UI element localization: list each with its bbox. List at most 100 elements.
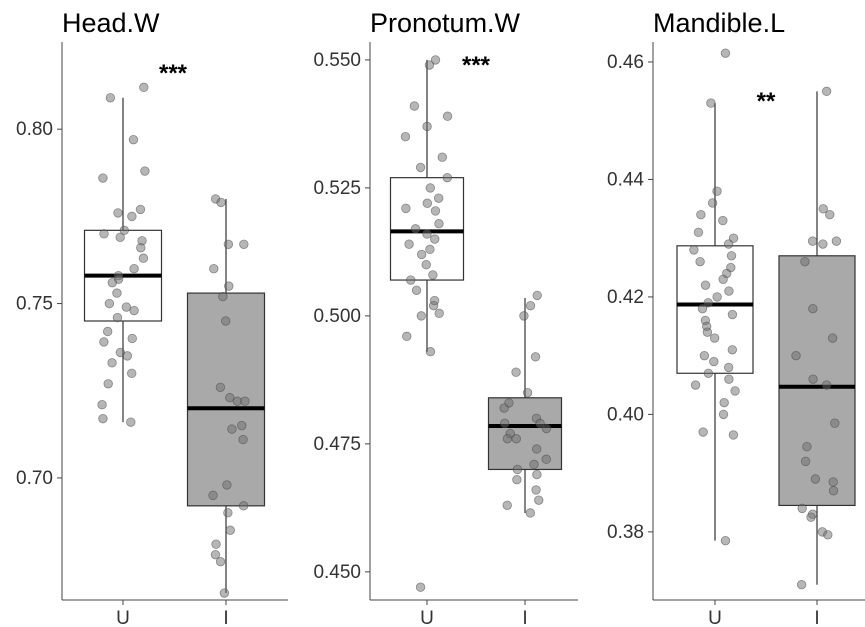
data-point — [831, 236, 842, 246]
data-point — [728, 430, 739, 440]
data-point — [103, 379, 113, 389]
data-point — [127, 333, 137, 344]
data-point — [113, 208, 123, 218]
data-point — [823, 530, 833, 540]
data-point — [709, 333, 720, 343]
data-point — [225, 393, 235, 403]
data-point — [410, 224, 421, 234]
data-point — [531, 444, 542, 454]
data-point — [128, 134, 139, 145]
data-point — [712, 186, 722, 196]
data-point — [541, 423, 552, 434]
data-point — [422, 121, 432, 132]
data-point — [825, 209, 835, 220]
y-tick-label: 0.40 — [607, 404, 644, 425]
x-tick-label: U — [420, 608, 434, 627]
y-tick-label: 0.46 — [607, 52, 644, 73]
data-point — [696, 209, 706, 220]
data-point — [529, 459, 539, 470]
data-point — [531, 485, 541, 495]
data-point — [402, 331, 412, 342]
data-point — [830, 418, 840, 428]
box-i — [487, 297, 563, 513]
data-point — [240, 396, 250, 406]
data-point — [724, 374, 734, 384]
data-point — [535, 418, 545, 429]
data-point — [723, 362, 734, 373]
data-point — [828, 486, 839, 496]
significance-label: ** — [757, 88, 776, 115]
data-point — [727, 309, 738, 320]
data-point — [707, 198, 718, 208]
data-point — [723, 239, 734, 249]
data-point — [818, 204, 828, 214]
significance-label: *** — [159, 60, 188, 87]
x-tick-label: I — [223, 608, 228, 627]
data-point — [818, 239, 828, 249]
box-i — [778, 91, 856, 585]
x-tick-label: U — [708, 608, 722, 627]
data-point — [112, 312, 123, 323]
data-point — [122, 351, 133, 361]
data-point — [434, 219, 444, 229]
data-point — [525, 300, 536, 311]
data-point — [129, 305, 139, 316]
data-point — [695, 256, 705, 267]
data-point — [421, 259, 431, 270]
panel-title: Pronotum.W — [370, 8, 521, 38]
data-point — [222, 480, 232, 490]
data-point — [404, 239, 414, 249]
panel-title: Mandible.L — [653, 8, 785, 38]
data-point — [500, 418, 510, 429]
panel-pronotum-w: Pronotum.W 0.450 0.475 0.500 0.525 0.550 U I *** — [313, 8, 578, 627]
data-point — [727, 345, 738, 355]
data-point — [442, 172, 453, 183]
data-point — [237, 420, 247, 431]
data-point — [791, 350, 801, 361]
data-point — [99, 337, 109, 347]
data-point — [800, 456, 811, 467]
data-point — [720, 48, 731, 58]
data-point — [139, 82, 149, 93]
y-tick-label: 0.42 — [607, 287, 644, 308]
data-point — [211, 539, 221, 549]
y-tick-label: 0.550 — [313, 50, 361, 71]
data-point — [810, 474, 821, 484]
data-point — [98, 173, 108, 183]
data-point — [135, 204, 146, 215]
data-point — [712, 292, 722, 302]
data-point — [698, 427, 708, 437]
data-point — [102, 326, 113, 337]
y-tick-label: 0.70 — [16, 468, 53, 489]
data-point — [219, 588, 230, 598]
data-point — [105, 93, 116, 103]
data-point — [210, 549, 221, 560]
box-u — [676, 103, 754, 541]
data-point — [730, 386, 740, 396]
data-point — [224, 281, 234, 291]
data-point — [239, 239, 249, 249]
data-point — [502, 500, 512, 510]
data-point — [502, 434, 513, 444]
data-point — [422, 198, 433, 208]
data-point — [699, 350, 710, 361]
data-point — [511, 434, 521, 444]
data-point — [425, 347, 436, 357]
data-point — [218, 291, 228, 302]
panel-head-w: Head.W 0.70 0.75 0.80 U I *** — [16, 8, 288, 627]
data-point — [411, 285, 422, 295]
data-point — [215, 382, 226, 392]
data-point — [406, 275, 416, 285]
data-point — [796, 580, 807, 590]
panel-title: Head.W — [62, 8, 160, 38]
data-point — [223, 239, 234, 249]
data-point — [112, 288, 122, 298]
y-tick-label: 0.44 — [607, 169, 644, 190]
data-point — [512, 474, 522, 485]
data-point — [221, 316, 231, 326]
data-point — [415, 162, 426, 173]
data-point — [821, 380, 832, 390]
box-u — [83, 97, 163, 423]
y-tick-label: 0.500 — [313, 306, 361, 327]
data-point — [430, 234, 440, 244]
